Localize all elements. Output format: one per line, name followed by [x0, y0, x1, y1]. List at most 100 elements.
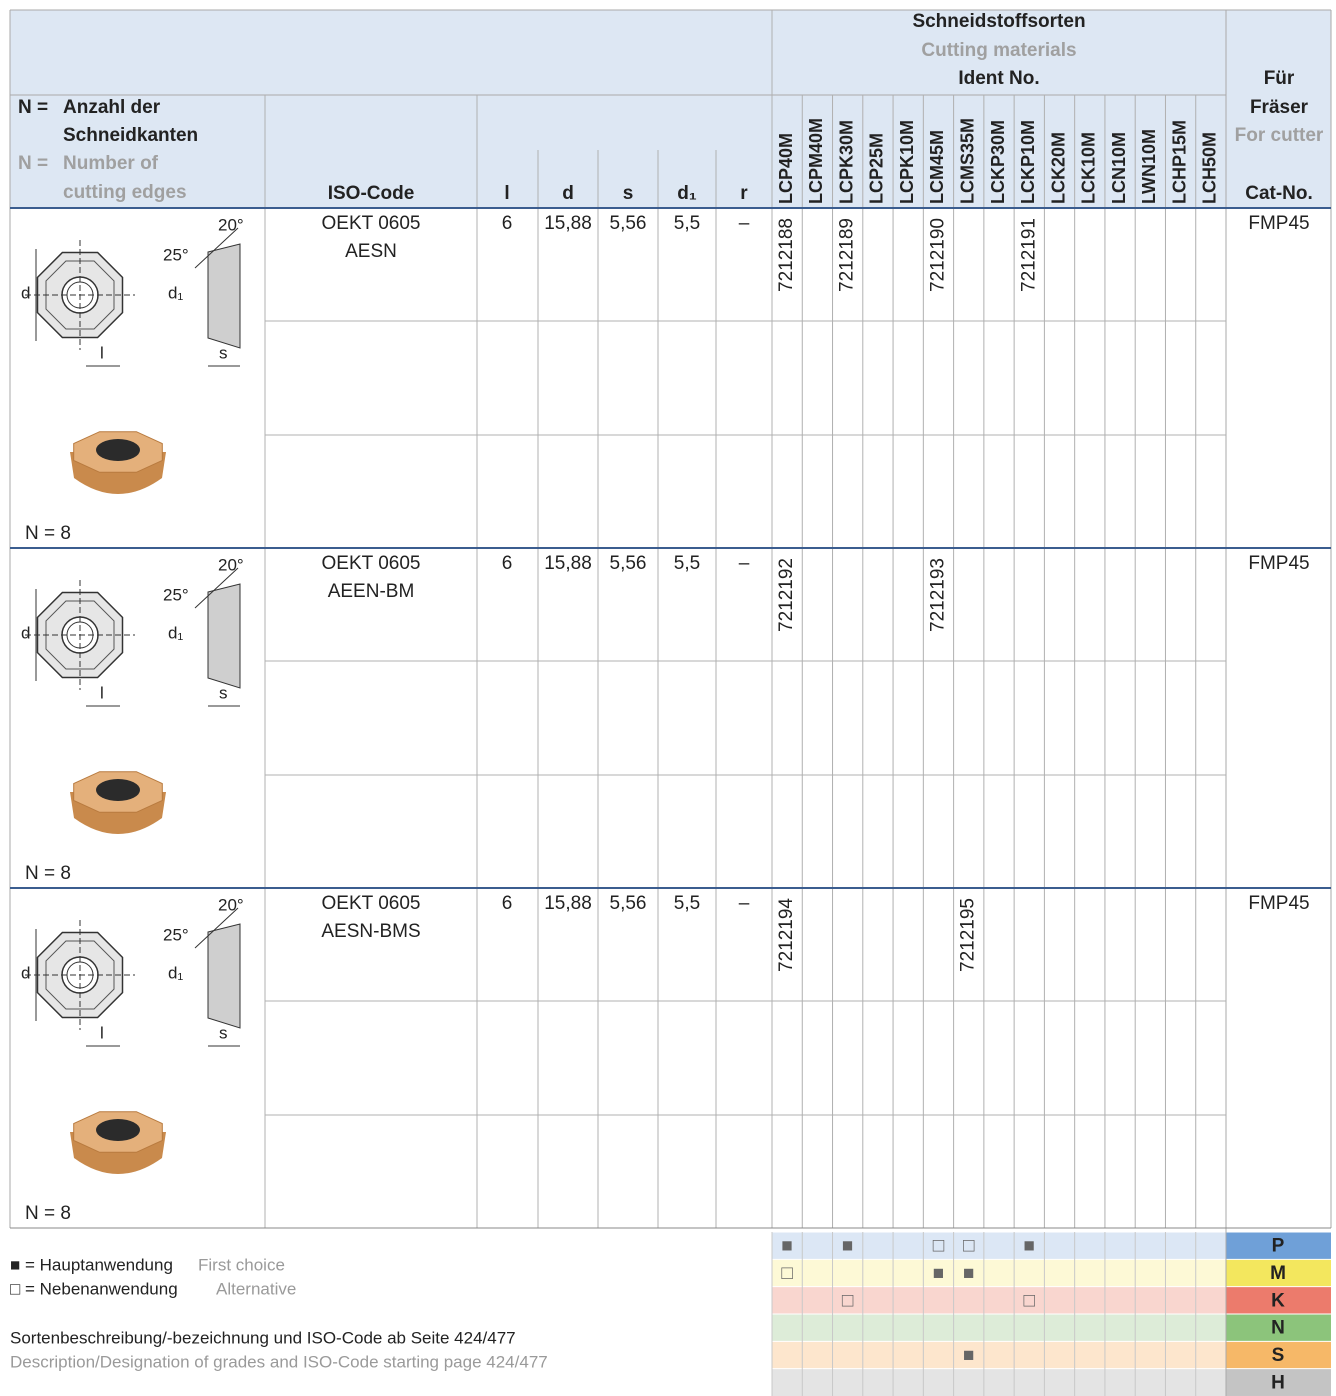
insert-inner [45, 940, 115, 1010]
application-mark: □ [842, 1290, 854, 1311]
edge-count: N = 8 [25, 1203, 71, 1224]
n-legend: Number of [63, 153, 159, 174]
dim-d: 15,88 [544, 893, 592, 914]
iso-code: OEKT 0605 [322, 893, 421, 914]
grade-header: LCK10M [1079, 132, 1099, 204]
column-header: r [740, 183, 748, 204]
dim-d: 15,88 [544, 213, 592, 234]
side-profile [207, 243, 241, 349]
ident-no: 7212191 [1018, 218, 1039, 292]
material-label: P [1272, 1236, 1285, 1257]
legend: □ = Nebenanwendung [10, 1279, 178, 1298]
drawing-label: 20° [218, 555, 244, 574]
dim-s: 5,56 [610, 893, 647, 914]
drawing-label: 25° [163, 245, 189, 264]
dim-d1: 5,5 [674, 893, 700, 914]
drawing-label: 25° [163, 925, 189, 944]
insert-drawing [25, 907, 241, 1174]
cat-no: FMP45 [1248, 213, 1309, 234]
drawing-label: l [100, 683, 104, 702]
header-ident: Ident No. [958, 68, 1039, 89]
insert-photo-hole [96, 439, 140, 461]
iso-code: AESN [345, 241, 397, 262]
header-fraeser: Fräser [1250, 97, 1309, 118]
drawing-label: d₁ [168, 963, 183, 982]
grade-header: LWN10M [1139, 129, 1159, 204]
drawing-label: d₁ [168, 623, 183, 642]
drawing-label: s [219, 343, 228, 362]
drawing-label: d [21, 963, 30, 982]
dim-s: 5,56 [610, 553, 647, 574]
material-label-bg [1226, 1341, 1331, 1369]
ident-no: 7212189 [837, 218, 858, 292]
insert-inner [45, 260, 115, 330]
edge-count: N = 8 [25, 523, 71, 544]
dim-d1: 5,5 [674, 213, 700, 234]
dim-line [194, 567, 239, 609]
material-row-bg [772, 1286, 1226, 1314]
drawing-label: d [21, 283, 30, 302]
material-row-bg [772, 1313, 1226, 1342]
dim-r: – [739, 893, 750, 914]
application-mark: □ [963, 1236, 975, 1257]
drawing-label: 25° [163, 585, 189, 604]
iso-code: AESN-BMS [321, 921, 420, 942]
header-fuer: Für [1264, 68, 1295, 89]
header-bg [10, 10, 1331, 208]
grade-header: LCK20M [1048, 132, 1068, 204]
insert-inner [45, 600, 115, 670]
insert-photo-hole [96, 779, 140, 801]
drawing-label: s [219, 1023, 228, 1042]
dim-d: 15,88 [544, 553, 592, 574]
grade-header: LCHP15M [1169, 120, 1189, 204]
grade-header: LCPM40M [806, 118, 826, 204]
legend: First choice [198, 1255, 285, 1274]
dim-line [194, 227, 239, 269]
material-label: K [1271, 1290, 1285, 1311]
dim-r: – [739, 213, 750, 234]
application-mark: ■ [963, 1263, 974, 1284]
cat-no: FMP45 [1248, 553, 1309, 574]
footer: Sortenbeschreibung/-bezeichnung und ISO-… [10, 1328, 516, 1347]
ident-no: 7212193 [927, 558, 948, 632]
drawing-label: 20° [218, 215, 244, 234]
application-mark: ■ [1024, 1236, 1035, 1257]
side-profile [207, 923, 241, 1029]
dim-l: 6 [502, 213, 513, 234]
insert-photo-hole [96, 1119, 140, 1141]
column-header: d [562, 183, 574, 204]
insert-drawing [25, 227, 241, 494]
material-row-bg [772, 1232, 1226, 1260]
application-mark: ■ [781, 1236, 792, 1257]
ident-no: 7212195 [958, 898, 979, 972]
edge-count: N = 8 [25, 863, 71, 884]
grade-header: LCMS35M [957, 118, 977, 204]
column-header: ISO-Code [328, 183, 415, 204]
n-legend: N = [18, 97, 48, 118]
drawing-label: l [100, 1023, 104, 1042]
legend: Alternative [216, 1279, 296, 1298]
header-title: Schneidstoffsorten [912, 11, 1085, 32]
iso-code: OEKT 0605 [322, 553, 421, 574]
footer: Description/Designation of grades and IS… [10, 1352, 548, 1371]
drawing-label: 20° [218, 895, 244, 914]
n-legend: cutting edges [63, 182, 187, 203]
column-header: l [504, 183, 509, 204]
application-mark: ■ [842, 1236, 853, 1257]
dim-r: – [739, 553, 750, 574]
application-mark: ■ [933, 1263, 944, 1284]
n-legend: Anzahl der [63, 97, 161, 118]
dim-line [194, 907, 239, 949]
material-label: M [1270, 1263, 1286, 1284]
material-label-bg [1226, 1368, 1331, 1396]
n-legend: Schneidkanten [63, 125, 198, 146]
ident-no: 7212194 [776, 898, 797, 972]
drawing-label: s [219, 683, 228, 702]
dim-l: 6 [502, 553, 513, 574]
dim-d1: 5,5 [674, 553, 700, 574]
side-profile [207, 583, 241, 689]
dim-l: 6 [502, 893, 513, 914]
column-header: Cat-No. [1245, 183, 1313, 204]
ident-no: 7212192 [776, 558, 797, 632]
material-row-bg [772, 1259, 1226, 1287]
